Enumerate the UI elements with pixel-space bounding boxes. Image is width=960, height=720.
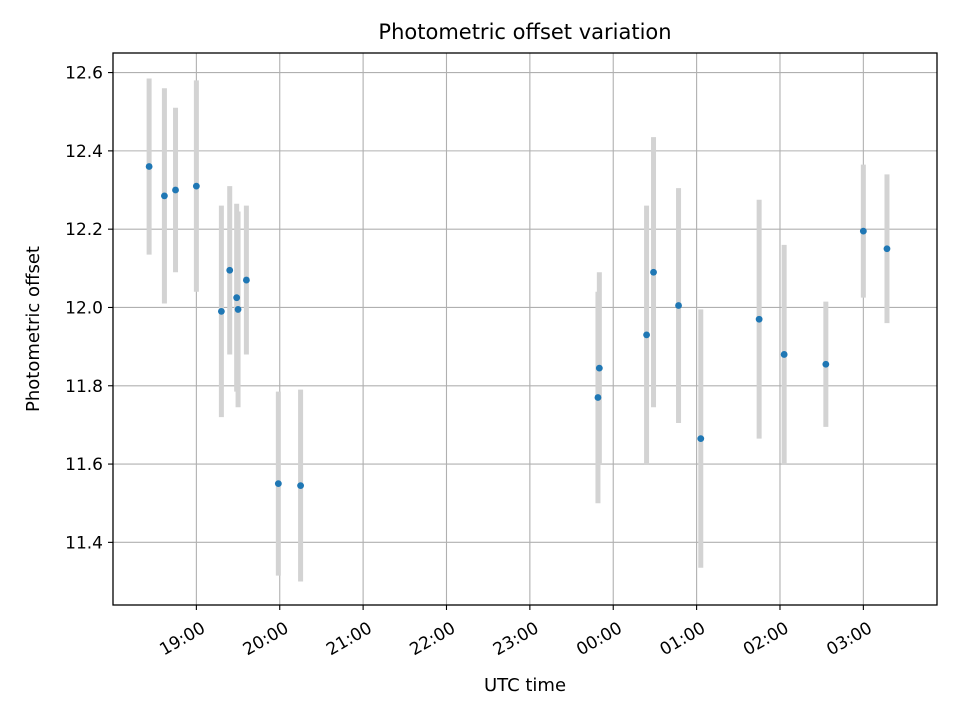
data-point (234, 306, 242, 313)
y-tick-label: 11.8 (65, 377, 103, 397)
data-point (297, 482, 304, 489)
data-point (274, 480, 282, 488)
y-tick-label: 12.0 (65, 298, 103, 318)
data-point (755, 315, 763, 323)
data-point (595, 364, 603, 372)
x-axis-label: UTC time (484, 675, 566, 696)
data-point (822, 360, 830, 368)
y-axis-label: Photometric offset (23, 246, 44, 412)
data-point (242, 276, 250, 284)
data-point (675, 302, 682, 309)
data-point (233, 294, 241, 302)
y-tick-label: 12.4 (65, 142, 103, 162)
data-point (145, 163, 153, 170)
y-tick-label: 12.6 (65, 64, 103, 84)
y-tick-label: 11.6 (65, 455, 103, 475)
plot-frame (112, 52, 938, 606)
data-point (650, 268, 657, 276)
y-axis-ticks: 11.4 11.6 11.8 12.0 12.2 12.4 12.6 (65, 64, 113, 553)
data-point (697, 435, 705, 443)
data-point (780, 351, 788, 358)
data-point (643, 331, 650, 339)
data-point (192, 182, 200, 190)
y-tick-label: 11.4 (65, 533, 103, 553)
data-points (145, 163, 891, 489)
y-tick-label: 12.2 (65, 220, 103, 240)
data-point (217, 307, 225, 315)
data-point (226, 266, 234, 274)
data-point (172, 186, 179, 194)
grid (113, 53, 937, 605)
data-point (883, 245, 891, 253)
data-point (161, 192, 168, 200)
data-point (594, 394, 602, 401)
data-point (859, 227, 867, 235)
chart-title: Photometric offset variation (378, 20, 671, 44)
